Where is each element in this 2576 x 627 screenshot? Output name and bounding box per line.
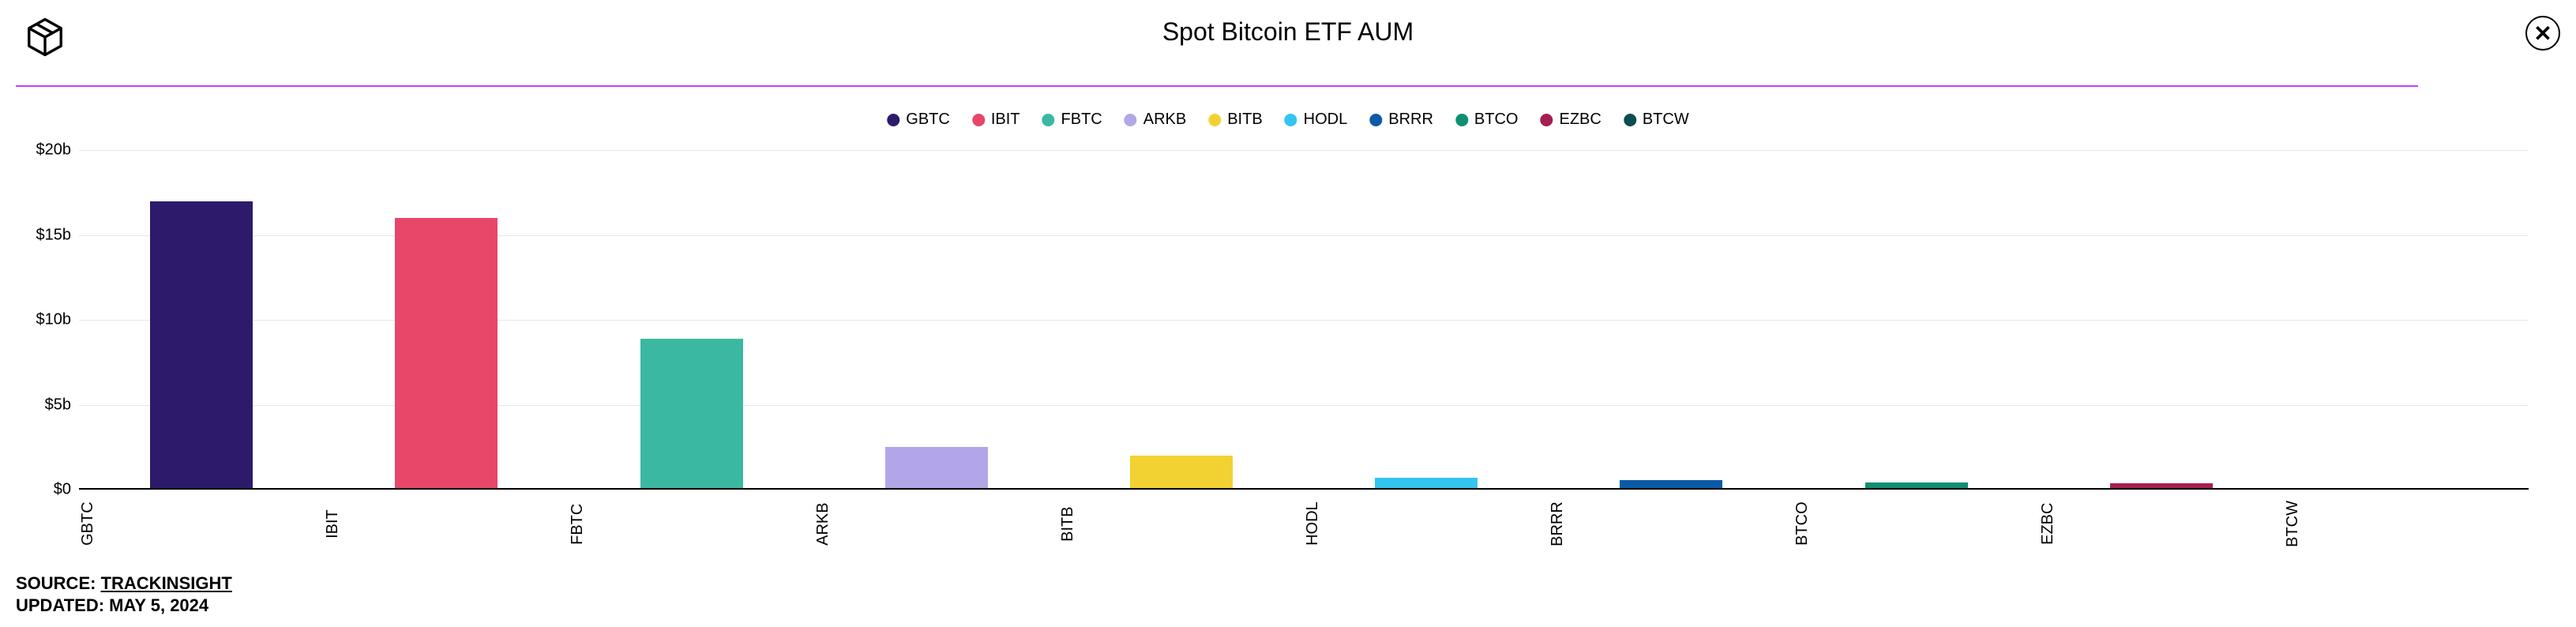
- bar-slot: [1549, 150, 1793, 490]
- legend-dot-icon: [1540, 114, 1553, 126]
- bar-slot: [2039, 150, 2284, 490]
- chart-title: Spot Bitcoin ETF AUM: [1162, 17, 1414, 47]
- x-label-btcw: BTCW: [2284, 501, 2529, 547]
- footer: SOURCE: TRACKINSIGHT UPDATED: MAY 5, 202…: [16, 573, 232, 616]
- legend-dot-icon: [1125, 114, 1137, 126]
- bar-slot: [1304, 150, 1549, 490]
- x-label-fbtc: FBTC: [569, 501, 813, 547]
- y-axis: $0$5b$10b$15b$20b: [16, 150, 79, 490]
- legend-label: BITB: [1227, 111, 1262, 129]
- x-label-brrr: BRRR: [1549, 501, 1793, 547]
- updated-value: MAY 5, 2024: [109, 595, 208, 615]
- bar-slot: [324, 150, 569, 490]
- legend-dot-icon: [1285, 114, 1297, 126]
- x-label-bitb: BITB: [1059, 501, 1304, 547]
- legend-item-btco[interactable]: BTCO: [1455, 111, 1519, 129]
- legend-item-brrr[interactable]: BRRR: [1369, 111, 1433, 129]
- bar-slot: [1059, 150, 1304, 490]
- bar-slot: [569, 150, 813, 490]
- legend-dot-icon: [1624, 114, 1636, 126]
- x-axis-line: [79, 488, 2529, 490]
- legend-label: BTCO: [1474, 111, 1519, 129]
- bars-container: [79, 150, 2529, 490]
- y-tick-label: $10b: [36, 311, 72, 329]
- legend-dot-icon: [887, 114, 899, 126]
- y-tick-label: $20b: [36, 141, 72, 160]
- source-link[interactable]: TRACKINSIGHT: [101, 573, 232, 593]
- x-axis-labels: GBTCIBITFBTCARKBBITBHODLBRRRBTCOEZBCBTCW: [79, 501, 2529, 547]
- logo-icon: [24, 16, 66, 62]
- bar-slot: [814, 150, 1059, 490]
- close-button[interactable]: ✕: [2525, 16, 2560, 51]
- x-label-ibit: IBIT: [324, 501, 569, 547]
- updated-label: UPDATED:: [16, 595, 104, 615]
- legend: GBTC IBIT FBTC ARKB BITB HODL BRRR BTCO EZBC BTCW: [887, 111, 1688, 129]
- bar-slot: [2284, 150, 2529, 490]
- bar-bitb[interactable]: [1130, 456, 1233, 490]
- y-tick-label: $15b: [36, 226, 72, 244]
- bar-fbtc[interactable]: [640, 339, 743, 490]
- accent-divider: [16, 85, 2418, 87]
- legend-dot-icon: [1042, 114, 1055, 126]
- legend-dot-icon: [1208, 114, 1221, 126]
- legend-item-fbtc[interactable]: FBTC: [1042, 111, 1102, 129]
- bar-slot: [1793, 150, 2038, 490]
- legend-label: IBIT: [991, 111, 1020, 129]
- legend-dot-icon: [1455, 114, 1468, 126]
- x-label-gbtc: GBTC: [79, 501, 324, 547]
- y-tick-label: $0: [54, 481, 71, 499]
- legend-item-gbtc[interactable]: GBTC: [887, 111, 950, 129]
- legend-label: GBTC: [906, 111, 950, 129]
- x-label-ezbc: EZBC: [2039, 501, 2284, 547]
- legend-item-ezbc[interactable]: EZBC: [1540, 111, 1601, 129]
- bar-gbtc[interactable]: [150, 201, 253, 490]
- legend-item-hodl[interactable]: HODL: [1285, 111, 1348, 129]
- x-label-hodl: HODL: [1304, 501, 1549, 547]
- legend-label: BTCW: [1643, 111, 1689, 129]
- close-icon: ✕: [2533, 21, 2552, 47]
- legend-dot-icon: [1369, 114, 1382, 126]
- legend-label: BRRR: [1388, 111, 1433, 129]
- legend-label: FBTC: [1061, 111, 1102, 129]
- bar-slot: [79, 150, 324, 490]
- chart-area: $0$5b$10b$15b$20b GBTCIBITFBTCARKBBITBHO…: [79, 150, 2529, 490]
- source-label: SOURCE:: [16, 573, 96, 593]
- legend-item-btcw[interactable]: BTCW: [1624, 111, 1689, 129]
- header: Spot Bitcoin ETF AUM ✕: [0, 0, 2576, 47]
- x-label-arkb: ARKB: [814, 501, 1059, 547]
- y-tick-label: $5b: [45, 396, 71, 414]
- legend-dot-icon: [972, 114, 985, 126]
- legend-label: EZBC: [1559, 111, 1601, 129]
- legend-label: HODL: [1304, 111, 1348, 129]
- x-label-btco: BTCO: [1793, 501, 2038, 547]
- legend-label: ARKB: [1143, 111, 1186, 129]
- bar-arkb[interactable]: [885, 447, 988, 490]
- bar-ibit[interactable]: [395, 218, 498, 490]
- legend-item-ibit[interactable]: IBIT: [972, 111, 1020, 129]
- legend-item-bitb[interactable]: BITB: [1208, 111, 1262, 129]
- legend-item-arkb[interactable]: ARKB: [1125, 111, 1186, 129]
